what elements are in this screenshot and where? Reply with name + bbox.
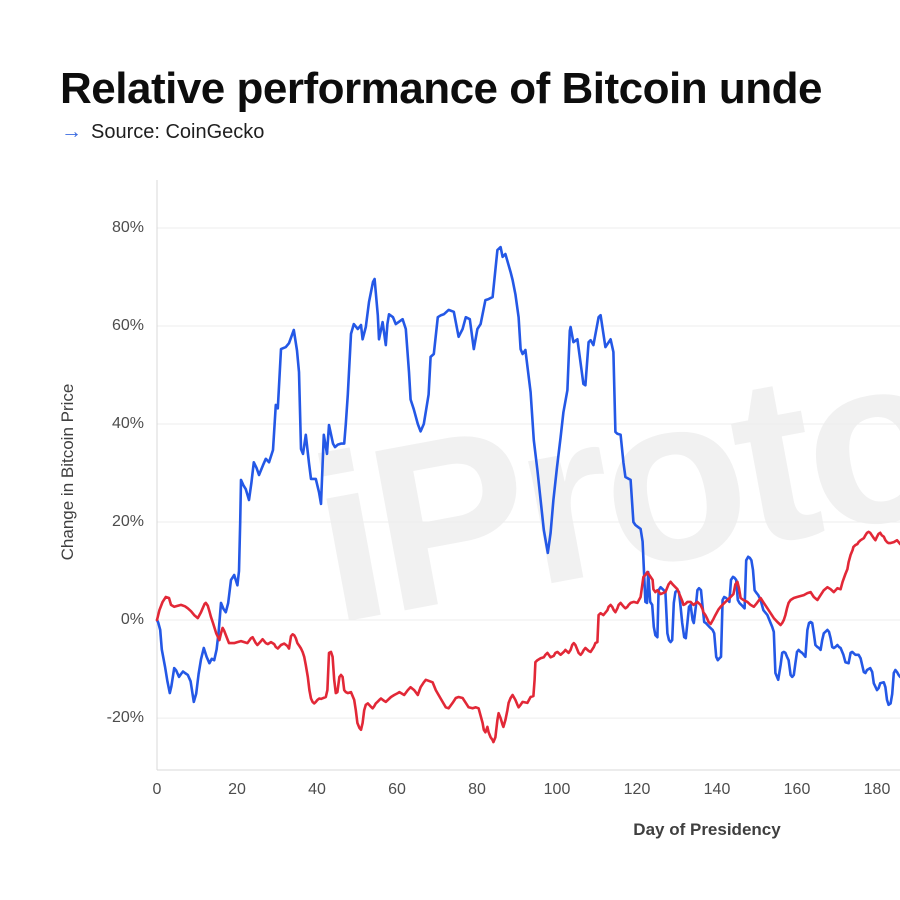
- x-tick-label: 0: [152, 781, 162, 798]
- x-tick-label: 180: [863, 781, 891, 798]
- x-tick-label: 20: [228, 781, 246, 798]
- source-text: Source: CoinGecko: [91, 120, 265, 143]
- x-tick-label: 160: [783, 781, 811, 798]
- red-series-line: [155, 530, 900, 744]
- x-tick-label: 40: [308, 781, 326, 798]
- y-tick-label: 40%: [111, 415, 144, 433]
- y-tick-label: 60%: [111, 317, 144, 335]
- arrow-right-icon: →: [61, 120, 82, 143]
- x-tick-label: 80: [468, 781, 486, 798]
- y-tick-label: 0%: [120, 611, 144, 629]
- x-tick-label: 140: [703, 781, 731, 798]
- blue-series-line: [155, 245, 900, 707]
- y-tick-label: 80%: [111, 219, 144, 237]
- x-tick-label: 100: [543, 781, 571, 798]
- x-tick-label: 60: [388, 781, 406, 798]
- y-tick-label: -20%: [106, 709, 144, 727]
- page-title: Relative performance of Bitcoin unde: [60, 64, 822, 113]
- x-tick-label: 120: [623, 781, 651, 798]
- y-tick-label: 20%: [111, 513, 144, 531]
- x-axis-title: Day of Presidency: [633, 820, 781, 839]
- source-line: → Source: CoinGecko: [61, 120, 264, 144]
